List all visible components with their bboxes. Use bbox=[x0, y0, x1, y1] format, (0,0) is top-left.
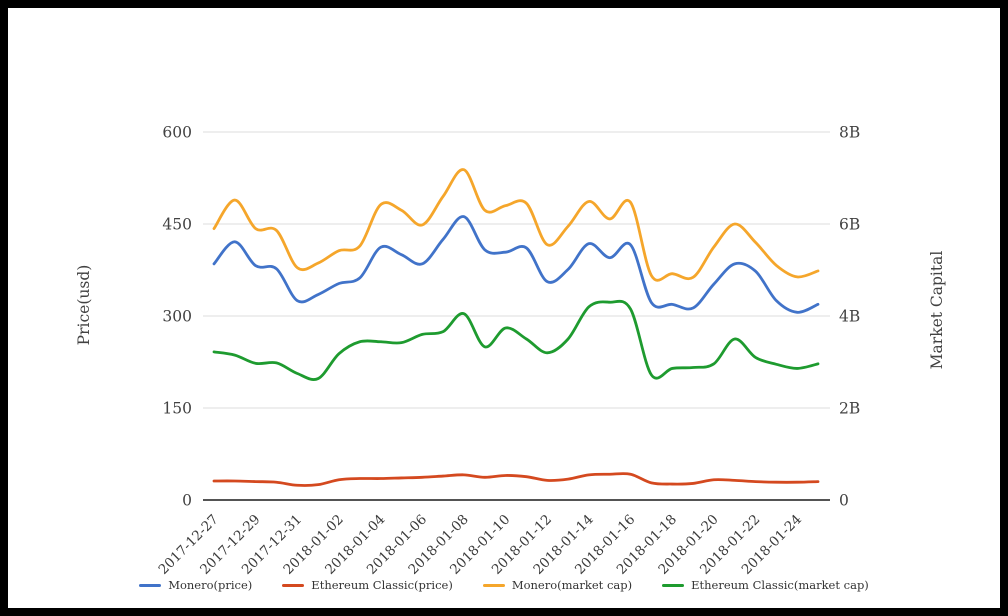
legend-item-ethereum-classic-market-cap[interactable]: Ethereum Classic(market cap) bbox=[662, 578, 869, 592]
legend-swatch-monero-price bbox=[139, 583, 162, 587]
legend-item-monero-price[interactable]: Monero(price) bbox=[139, 578, 252, 592]
right-axis-tick-label: 6B bbox=[839, 216, 860, 234]
left-axis-tick-label: 150 bbox=[162, 400, 192, 418]
series-line-monero-market-cap bbox=[212, 168, 820, 282]
right-axis-tick-label: 4B bbox=[839, 308, 860, 326]
right-axis-tick-label: 2B bbox=[839, 400, 860, 418]
legend-label-ethereum-classic-market-cap: Ethereum Classic(market cap) bbox=[691, 578, 869, 592]
series-line-monero-price bbox=[212, 215, 820, 314]
left-axis-tick-label: 0 bbox=[182, 492, 192, 510]
left-axis-tick-label: 450 bbox=[162, 216, 192, 234]
chart-legend: Monero(price) Ethereum Classic(price) Mone… bbox=[8, 578, 1000, 592]
right-axis-tick-label: 8B bbox=[839, 124, 860, 142]
left-axis-tick-label: 300 bbox=[162, 308, 192, 326]
legend-item-ethereum-classic-price[interactable]: Ethereum Classic(price) bbox=[282, 578, 453, 592]
right-axis-title: Market Capital bbox=[928, 250, 946, 370]
legend-label-monero-market-cap: Monero(market cap) bbox=[511, 578, 633, 592]
legend-item-monero-market-cap[interactable]: Monero(market cap) bbox=[482, 578, 633, 592]
legend-swatch-ethereum-classic-price bbox=[282, 583, 305, 587]
legend-swatch-ethereum-classic-market-cap bbox=[662, 583, 685, 587]
legend-label-ethereum-classic-price: Ethereum Classic(price) bbox=[311, 578, 453, 592]
line-chart: 015030045060002B4B6B8B2017-12-272017-12-… bbox=[155, 124, 860, 578]
right-axis-tick-label: 0 bbox=[839, 492, 849, 510]
series-line-ethereum-classic-price bbox=[212, 472, 820, 487]
series-line-ethereum-classic-market-cap bbox=[212, 299, 820, 381]
legend-label-monero-price: Monero(price) bbox=[168, 578, 253, 592]
left-axis-tick-label: 600 bbox=[162, 124, 192, 142]
left-axis-title: Price(usd) bbox=[75, 264, 93, 346]
legend-swatch-monero-market-cap bbox=[482, 583, 505, 587]
